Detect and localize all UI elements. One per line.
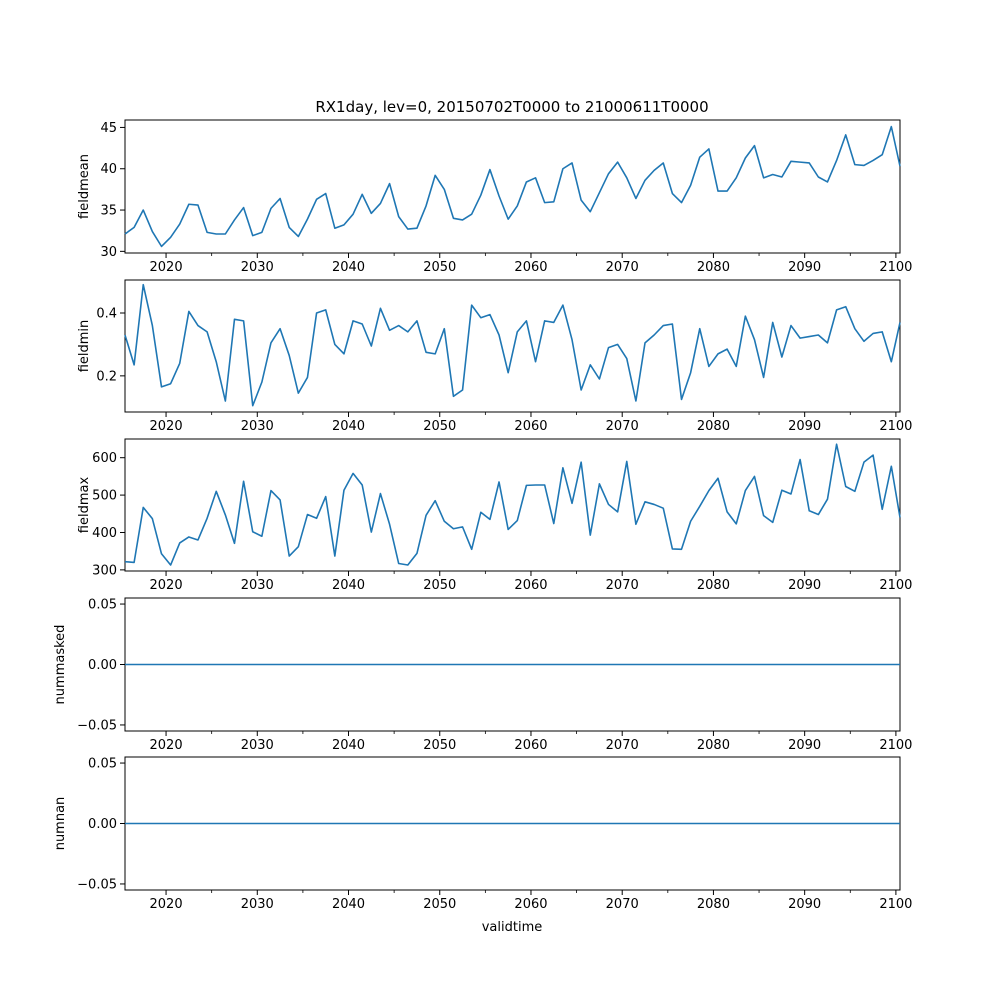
panel-numnan-xtick-label: 2030 — [241, 897, 274, 912]
panel-fieldmean-xtick-label: 2100 — [879, 260, 912, 275]
panel-fieldmax-xtick-label: 2020 — [150, 578, 183, 593]
panel-nummasked-xtick-label: 2070 — [606, 738, 639, 753]
panel-numnan-xtick-label: 2040 — [332, 897, 365, 912]
panel-fieldmean-frame — [124, 119, 901, 254]
panel-fieldmax-xtick-label: 2060 — [514, 578, 547, 593]
panel-fieldmean-ytick-label: 45 — [100, 121, 117, 136]
panel-fieldmean-xtick-label: 2060 — [514, 260, 547, 275]
panel-nummasked-ytick-label: 0.05 — [88, 598, 117, 613]
panel-fieldmin-series-line — [124, 283, 901, 407]
panel-nummasked-ytick-label: −0.05 — [77, 718, 117, 733]
panel-fieldmean-xtick-label: 2040 — [332, 260, 365, 275]
panel-fieldmin-ytick-label: 0.4 — [96, 307, 117, 322]
panel-fieldmean-ylabel: fieldmean — [77, 154, 92, 219]
panel-numnan-ylabel: numnan — [53, 797, 68, 851]
panel-fieldmin-xtick-label: 2080 — [697, 419, 730, 434]
panel-fieldmax-ytick-label: 400 — [92, 526, 117, 541]
panel-fieldmax-ytick-label: 500 — [92, 489, 117, 504]
panel-fieldmax-ytick-label: 300 — [92, 563, 117, 578]
panel-fieldmax-frame — [124, 438, 901, 572]
panel-fieldmean-ytick-label: 30 — [100, 245, 117, 260]
chart-title: RX1day, lev=0, 20150702T0000 to 21000611… — [315, 98, 708, 116]
panel-nummasked-ylabel: nummasked — [53, 625, 68, 705]
panel-fieldmax-xtick-label: 2030 — [241, 578, 274, 593]
panel-fieldmax-xtick-label: 2090 — [788, 578, 821, 593]
panel-fieldmin-ylabel: fieldmin — [77, 320, 92, 373]
panel-fieldmin-xtick-label: 2030 — [241, 419, 274, 434]
panel-numnan-xtick-label: 2020 — [150, 897, 183, 912]
panel-numnan-xtick-label: 2070 — [606, 897, 639, 912]
panel-fieldmean-xtick-label: 2050 — [423, 260, 456, 275]
panel-nummasked-xtick-label: 2080 — [697, 738, 730, 753]
panel-fieldmean-series-line — [124, 125, 901, 248]
panel-fieldmin-xtick-label: 2020 — [150, 419, 183, 434]
x-axis-label: validtime — [482, 920, 543, 935]
panel-fieldmax-xtick-label: 2040 — [332, 578, 365, 593]
panel-fieldmax-series-line — [124, 443, 901, 566]
panel-fieldmin-frame — [124, 279, 901, 413]
panel-fieldmean-xtick-label: 2090 — [788, 260, 821, 275]
panel-fieldmax-xtick-label: 2070 — [606, 578, 639, 593]
panel-numnan-ytick-label: 0.00 — [88, 817, 117, 832]
panel-fieldmean-ytick-label: 40 — [100, 162, 117, 177]
panel-fieldmin-xtick-label: 2050 — [423, 419, 456, 434]
panel-fieldmean-xtick-label: 2070 — [606, 260, 639, 275]
panel-fieldmean-xtick-label: 2030 — [241, 260, 274, 275]
panel-numnan-ytick-label: 0.05 — [88, 757, 117, 772]
panel-nummasked-xtick-label: 2060 — [514, 738, 547, 753]
panel-fieldmean-ytick-label: 35 — [100, 204, 117, 219]
panel-fieldmin-xtick-label: 2060 — [514, 419, 547, 434]
panel-fieldmin-xtick-label: 2100 — [879, 419, 912, 434]
panel-fieldmin-xtick-label: 2070 — [606, 419, 639, 434]
panel-nummasked-xtick-label: 2090 — [788, 738, 821, 753]
panel-fieldmax-ylabel: fieldmax — [77, 477, 92, 534]
panel-nummasked-xtick-label: 2030 — [241, 738, 274, 753]
panel-fieldmax-xtick-label: 2080 — [697, 578, 730, 593]
panel-fieldmax-xtick-label: 2050 — [423, 578, 456, 593]
panel-fieldmean-xtick-label: 2080 — [697, 260, 730, 275]
panel-nummasked-xtick-label: 2020 — [150, 738, 183, 753]
panel-fieldmax-ytick-label: 600 — [92, 451, 117, 466]
panel-fieldmin-ytick-label: 0.2 — [96, 369, 117, 384]
panel-fieldmin-xtick-label: 2040 — [332, 419, 365, 434]
panel-numnan-ytick-label: −0.05 — [77, 877, 117, 892]
panel-nummasked-xtick-label: 2100 — [879, 738, 912, 753]
panel-numnan-xtick-label: 2100 — [879, 897, 912, 912]
panel-numnan-xtick-label: 2080 — [697, 897, 730, 912]
panel-fieldmean-xtick-label: 2020 — [150, 260, 183, 275]
panel-nummasked-xtick-label: 2040 — [332, 738, 365, 753]
panel-numnan-xtick-label: 2060 — [514, 897, 547, 912]
panel-numnan-xtick-label: 2050 — [423, 897, 456, 912]
panel-numnan-xtick-label: 2090 — [788, 897, 821, 912]
panel-nummasked-ytick-label: 0.00 — [88, 658, 117, 673]
panel-nummasked-xtick-label: 2050 — [423, 738, 456, 753]
panel-fieldmax-xtick-label: 2100 — [879, 578, 912, 593]
panel-fieldmin-xtick-label: 2090 — [788, 419, 821, 434]
